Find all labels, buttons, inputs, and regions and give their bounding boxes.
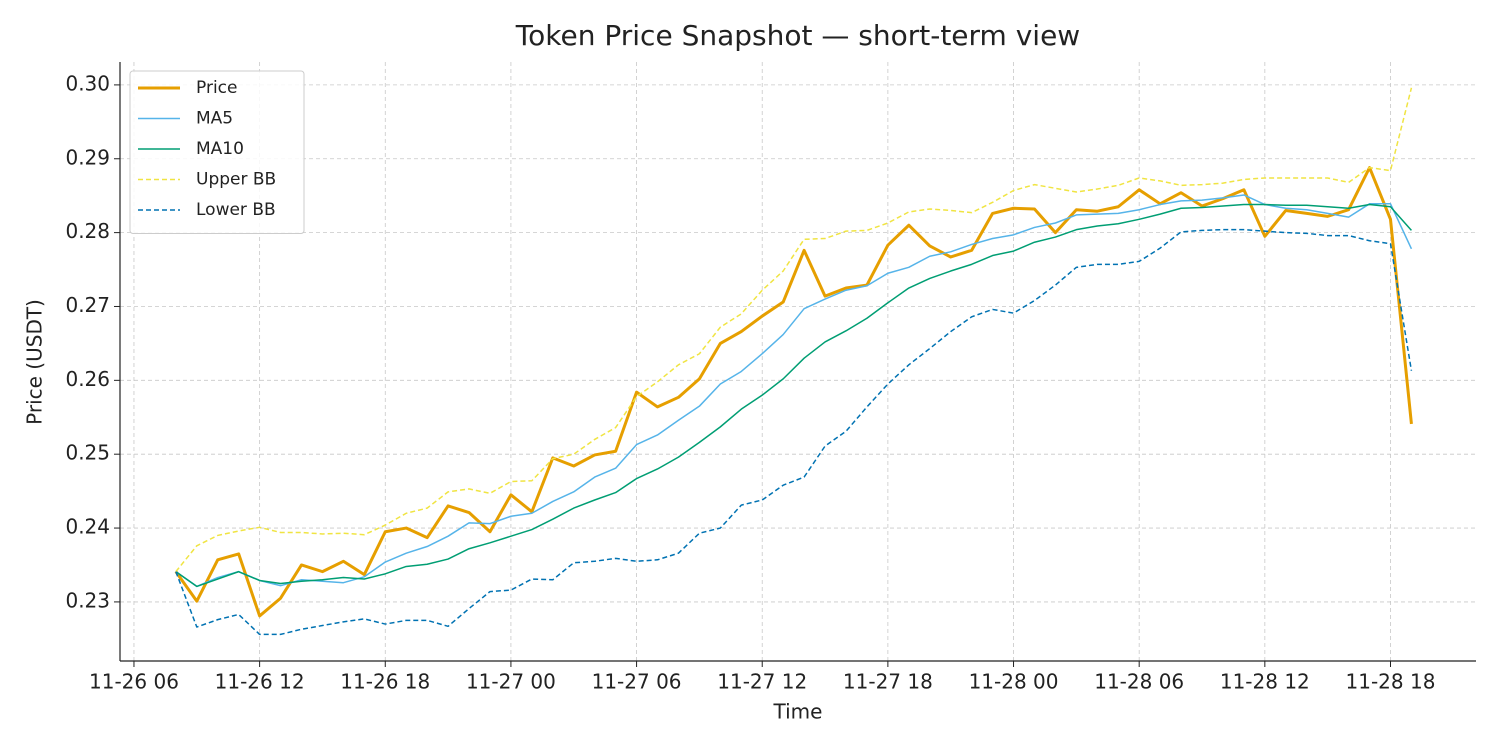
x-axis-label: Time [773, 700, 823, 724]
y-tick-label: 0.25 [65, 441, 110, 465]
x-tick-label: 11-28 00 [969, 670, 1059, 694]
legend-label: Lower BB [196, 200, 276, 220]
legend-box [129, 70, 305, 234]
y-tick-label: 0.26 [65, 367, 110, 391]
y-tick-label: 0.23 [65, 588, 110, 612]
chart-title: Token Price Snapshot — short-term view [515, 19, 1080, 52]
series-line [175, 203, 1412, 588]
x-tick-label: 11-28 12 [1220, 670, 1310, 694]
y-tick-label: 0.30 [65, 71, 110, 95]
x-tick-label: 11-27 06 [592, 670, 682, 694]
series-line [174, 166, 1413, 618]
legend-label: Price [196, 78, 237, 98]
x-tick-label: 11-28 18 [1346, 670, 1436, 694]
x-tick-label: 11-27 12 [717, 670, 807, 694]
legend-label: Upper BB [196, 170, 276, 190]
series-line [175, 228, 1413, 636]
x-tick-label: 11-27 18 [843, 670, 933, 694]
x-tick-label: 11-28 06 [1094, 670, 1184, 694]
series-line [175, 87, 1413, 573]
x-tick-label: 11-26 06 [89, 670, 179, 694]
x-tick-label: 11-26 18 [340, 670, 430, 694]
y-tick-label: 0.28 [65, 219, 110, 243]
y-tick-label: 0.24 [65, 515, 110, 539]
legend-label: MA10 [196, 139, 244, 159]
legend-label: MA5 [196, 109, 233, 129]
series-line [175, 194, 1413, 588]
y-tick-label: 0.27 [65, 293, 110, 317]
x-tick-label: 11-27 00 [466, 670, 556, 694]
x-tick-label: 11-26 12 [215, 670, 305, 694]
y-axis-label: Price (USDT) [23, 299, 47, 425]
y-tick-label: 0.29 [65, 145, 110, 169]
